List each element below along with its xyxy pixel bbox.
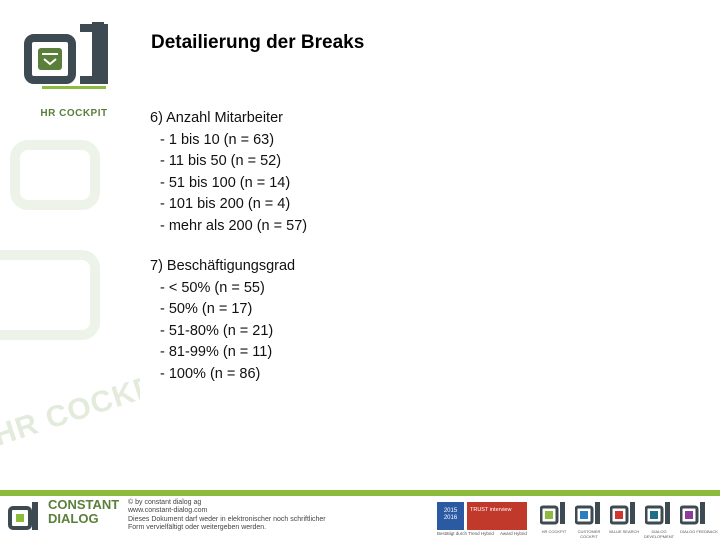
product-caption: HR COCKPIT — [541, 529, 567, 534]
badge-caption: Trend Hybrid — [468, 531, 494, 536]
brand-line: DIALOG — [48, 511, 99, 526]
footer-brand: CONSTANT DIALOG — [48, 498, 119, 526]
list-item: - 51-80% (n = 21) — [160, 322, 274, 339]
product-caption: DIALOG FEEDBACK — [680, 529, 718, 534]
section-heading: 6) Anzahl Mitarbeiter — [150, 110, 283, 126]
badge-caption: Award Hybrid — [500, 531, 527, 536]
list-item: - 1 bis 10 (n = 63) — [160, 131, 275, 148]
copyright-line: © by constant dialog ag — [128, 499, 202, 506]
award-badge-red: TRUST interview — [467, 502, 527, 530]
product-logo-value-search-icon — [609, 501, 638, 527]
brand-line: CONSTANT — [48, 497, 120, 512]
section-heading: 7) Beschäftigungsgrad — [150, 258, 296, 274]
award-badge-blue: 2015 2016 — [437, 502, 464, 530]
background-watermark: HR COCKPIT — [0, 100, 140, 490]
product-logo-dialog-feedback-icon — [679, 501, 708, 527]
product-logo-customer-cockpit-icon — [574, 501, 603, 527]
hr-cockpit-logo: HR COCKPIT — [22, 22, 126, 119]
copyright-line: Form vervielfältigt oder weitergeben wer… — [128, 524, 267, 532]
constant-dialog-logo-icon — [8, 500, 42, 532]
list-item: - 101 bis 200 (n = 4) — [160, 196, 291, 213]
product-logo-dialog-development-icon — [644, 501, 673, 527]
logo-label: HR COCKPIT — [40, 108, 108, 119]
product-logo-hr-cockpit-icon — [539, 501, 568, 527]
product-caption: DIALOG DEVELOPMENT — [643, 529, 675, 539]
list-item: - 50% (n = 17) — [160, 301, 253, 318]
section-beschaeftigungsgrad: 7) Beschäftigungsgrad - < 50% (n = 55) -… — [150, 256, 295, 386]
list-item: - 11 bis 50 (n = 52) — [160, 153, 282, 170]
list-item: - mehr als 200 (n = 57) — [160, 217, 308, 234]
hr-cockpit-logo-icon — [24, 22, 108, 89]
list-item: - 81-99% (n = 11) — [160, 344, 273, 361]
watermark-text: HR COCKPIT — [0, 360, 140, 453]
list-item: - 51 bis 100 (n = 14) — [160, 174, 291, 191]
section-anzahl-mitarbeiter: 6) Anzahl Mitarbeiter - 1 bis 10 (n = 63… — [150, 108, 307, 238]
product-caption: VALUE SEARCH — [608, 529, 640, 534]
copyright-notice: © by constant dialog ag www.constant-dia… — [128, 499, 388, 533]
product-caption: CUSTOMER COCKPIT — [577, 529, 601, 539]
list-item: - < 50% (n = 55) — [160, 279, 265, 296]
list-item: - 100% (n = 86) — [160, 365, 261, 382]
copyright-line: www.constant-dialog.com — [128, 507, 208, 515]
copyright-line: Dieses Dokument darf weder in elektronis… — [128, 515, 326, 523]
footer-divider — [0, 490, 720, 496]
page-title: Detailierung der Breaks — [151, 32, 365, 53]
badge-caption: Bestätigt durch — [437, 531, 468, 536]
